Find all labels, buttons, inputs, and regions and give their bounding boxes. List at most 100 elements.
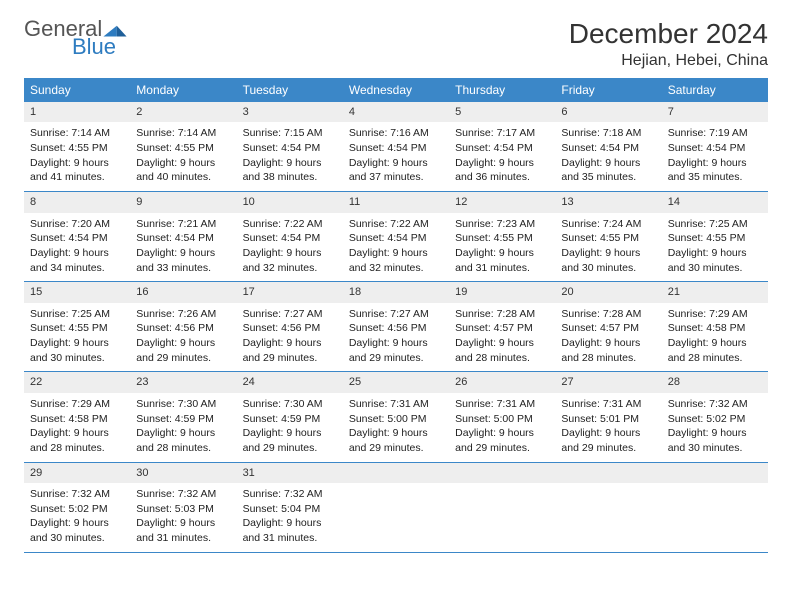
daylight-text: Daylight: 9 hours and 33 minutes. [136,246,230,275]
daylight-text: Daylight: 9 hours and 29 minutes. [136,336,230,365]
day-body: Sunrise: 7:32 AMSunset: 5:04 PMDaylight:… [237,483,343,552]
day-cell: 4Sunrise: 7:16 AMSunset: 4:54 PMDaylight… [343,102,449,191]
day-body: Sunrise: 7:21 AMSunset: 4:54 PMDaylight:… [130,213,236,282]
day-cell: 27Sunrise: 7:31 AMSunset: 5:01 PMDayligh… [555,372,661,461]
day-number [662,463,768,483]
sunrise-text: Sunrise: 7:30 AM [136,397,230,412]
daylight-text: Daylight: 9 hours and 28 minutes. [455,336,549,365]
day-number: 20 [555,282,661,302]
day-body: Sunrise: 7:20 AMSunset: 4:54 PMDaylight:… [24,213,130,282]
sunset-text: Sunset: 4:54 PM [561,141,655,156]
day-number: 28 [662,372,768,392]
week-row: 8Sunrise: 7:20 AMSunset: 4:54 PMDaylight… [24,192,768,282]
daylight-text: Daylight: 9 hours and 28 minutes. [136,426,230,455]
day-body [662,483,768,541]
day-number [343,463,449,483]
sunrise-text: Sunrise: 7:29 AM [30,397,124,412]
daylight-text: Daylight: 9 hours and 30 minutes. [668,426,762,455]
day-number: 31 [237,463,343,483]
day-cell: 3Sunrise: 7:15 AMSunset: 4:54 PMDaylight… [237,102,343,191]
sunset-text: Sunset: 4:56 PM [136,321,230,336]
day-body: Sunrise: 7:30 AMSunset: 4:59 PMDaylight:… [237,393,343,462]
day-number: 30 [130,463,236,483]
day-cell: 21Sunrise: 7:29 AMSunset: 4:58 PMDayligh… [662,282,768,371]
day-number [555,463,661,483]
sunset-text: Sunset: 4:54 PM [668,141,762,156]
sunset-text: Sunset: 4:54 PM [455,141,549,156]
sunrise-text: Sunrise: 7:14 AM [30,126,124,141]
weekday-header: Sunday [24,78,130,102]
day-cell [449,463,555,552]
sunrise-text: Sunrise: 7:15 AM [243,126,337,141]
day-cell: 29Sunrise: 7:32 AMSunset: 5:02 PMDayligh… [24,463,130,552]
day-cell: 16Sunrise: 7:26 AMSunset: 4:56 PMDayligh… [130,282,236,371]
daylight-text: Daylight: 9 hours and 28 minutes. [30,426,124,455]
day-number: 14 [662,192,768,212]
sunrise-text: Sunrise: 7:16 AM [349,126,443,141]
sunrise-text: Sunrise: 7:20 AM [30,217,124,232]
daylight-text: Daylight: 9 hours and 34 minutes. [30,246,124,275]
day-cell: 7Sunrise: 7:19 AMSunset: 4:54 PMDaylight… [662,102,768,191]
day-number: 4 [343,102,449,122]
sunrise-text: Sunrise: 7:31 AM [349,397,443,412]
day-number: 3 [237,102,343,122]
sunset-text: Sunset: 4:59 PM [136,412,230,427]
daylight-text: Daylight: 9 hours and 31 minutes. [136,516,230,545]
sunrise-text: Sunrise: 7:25 AM [30,307,124,322]
sunset-text: Sunset: 5:02 PM [30,502,124,517]
day-cell: 23Sunrise: 7:30 AMSunset: 4:59 PMDayligh… [130,372,236,461]
day-number: 15 [24,282,130,302]
sunset-text: Sunset: 5:00 PM [349,412,443,427]
daylight-text: Daylight: 9 hours and 32 minutes. [349,246,443,275]
daylight-text: Daylight: 9 hours and 41 minutes. [30,156,124,185]
day-cell: 17Sunrise: 7:27 AMSunset: 4:56 PMDayligh… [237,282,343,371]
day-number: 24 [237,372,343,392]
week-row: 15Sunrise: 7:25 AMSunset: 4:55 PMDayligh… [24,282,768,372]
day-body: Sunrise: 7:32 AMSunset: 5:02 PMDaylight:… [662,393,768,462]
sunset-text: Sunset: 4:55 PM [30,141,124,156]
sunrise-text: Sunrise: 7:25 AM [668,217,762,232]
sunrise-text: Sunrise: 7:23 AM [455,217,549,232]
weekday-header-row: Sunday Monday Tuesday Wednesday Thursday… [24,78,768,102]
calendar: Sunday Monday Tuesday Wednesday Thursday… [24,78,768,553]
sunrise-text: Sunrise: 7:22 AM [349,217,443,232]
weekday-header: Monday [130,78,236,102]
header: GeneralBlue December 2024 Hejian, Hebei,… [24,18,768,70]
day-cell: 28Sunrise: 7:32 AMSunset: 5:02 PMDayligh… [662,372,768,461]
day-body: Sunrise: 7:14 AMSunset: 4:55 PMDaylight:… [130,122,236,191]
day-body [449,483,555,541]
sunrise-text: Sunrise: 7:27 AM [349,307,443,322]
day-number: 9 [130,192,236,212]
day-body: Sunrise: 7:32 AMSunset: 5:02 PMDaylight:… [24,483,130,552]
day-cell: 25Sunrise: 7:31 AMSunset: 5:00 PMDayligh… [343,372,449,461]
day-cell: 14Sunrise: 7:25 AMSunset: 4:55 PMDayligh… [662,192,768,281]
day-body: Sunrise: 7:27 AMSunset: 4:56 PMDaylight:… [237,303,343,372]
daylight-text: Daylight: 9 hours and 35 minutes. [561,156,655,185]
sunrise-text: Sunrise: 7:30 AM [243,397,337,412]
daylight-text: Daylight: 9 hours and 29 minutes. [455,426,549,455]
day-number: 21 [662,282,768,302]
weekday-header: Saturday [662,78,768,102]
sunset-text: Sunset: 4:54 PM [349,141,443,156]
day-cell: 30Sunrise: 7:32 AMSunset: 5:03 PMDayligh… [130,463,236,552]
day-body: Sunrise: 7:31 AMSunset: 5:00 PMDaylight:… [449,393,555,462]
day-body: Sunrise: 7:25 AMSunset: 4:55 PMDaylight:… [662,213,768,282]
week-row: 1Sunrise: 7:14 AMSunset: 4:55 PMDaylight… [24,102,768,192]
day-number: 16 [130,282,236,302]
daylight-text: Daylight: 9 hours and 35 minutes. [668,156,762,185]
day-number: 29 [24,463,130,483]
day-cell: 11Sunrise: 7:22 AMSunset: 4:54 PMDayligh… [343,192,449,281]
daylight-text: Daylight: 9 hours and 28 minutes. [561,336,655,365]
sunrise-text: Sunrise: 7:18 AM [561,126,655,141]
day-number: 5 [449,102,555,122]
daylight-text: Daylight: 9 hours and 37 minutes. [349,156,443,185]
sunset-text: Sunset: 4:57 PM [455,321,549,336]
day-body: Sunrise: 7:24 AMSunset: 4:55 PMDaylight:… [555,213,661,282]
sunset-text: Sunset: 4:55 PM [455,231,549,246]
day-body: Sunrise: 7:16 AMSunset: 4:54 PMDaylight:… [343,122,449,191]
sunset-text: Sunset: 4:55 PM [136,141,230,156]
day-cell: 5Sunrise: 7:17 AMSunset: 4:54 PMDaylight… [449,102,555,191]
sunrise-text: Sunrise: 7:14 AM [136,126,230,141]
day-number: 6 [555,102,661,122]
daylight-text: Daylight: 9 hours and 30 minutes. [668,246,762,275]
